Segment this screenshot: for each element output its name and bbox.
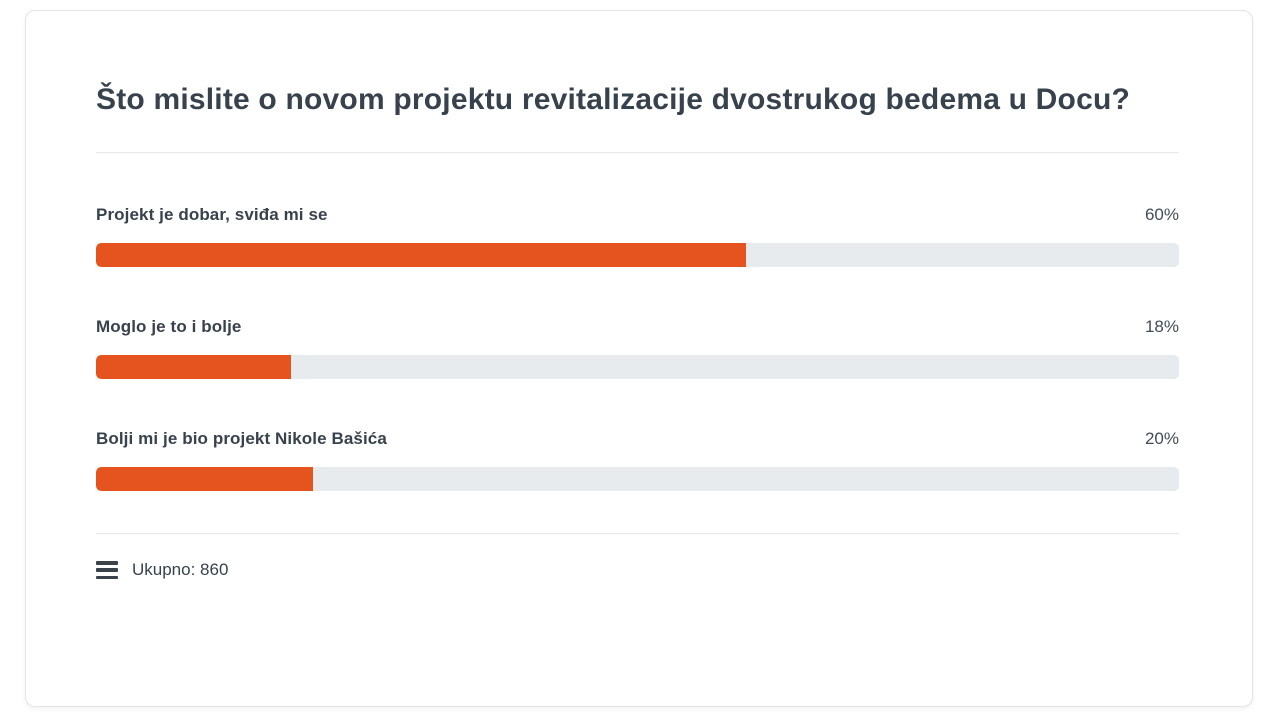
option-percent: 60% [1144, 205, 1179, 224]
option-head: Bolji mi je bio projekt Nikole Bašića 20… [96, 427, 1179, 451]
option-label: Moglo je to i bolje [96, 317, 242, 336]
option-bar-track [96, 355, 1179, 379]
poll-option-row: Moglo je to i bolje 18% [96, 315, 1179, 379]
poll-footer: Ukupno: 860 [96, 560, 1179, 580]
divider-bottom [96, 533, 1179, 534]
list-icon [96, 561, 118, 579]
option-bar-track [96, 243, 1179, 267]
option-bar-fill [96, 467, 313, 491]
poll-option-row: Bolji mi je bio projekt Nikole Bašića 20… [96, 427, 1179, 491]
total-votes-label: Ukupno: 860 [132, 560, 229, 579]
option-head: Moglo je to i bolje 18% [96, 315, 1179, 339]
option-label: Projekt je dobar, sviđa mi se [96, 205, 328, 224]
divider-top [96, 152, 1179, 153]
option-percent: 18% [1144, 317, 1179, 336]
poll-card: Što mislite o novom projektu revitalizac… [25, 10, 1253, 707]
option-head: Projekt je dobar, sviđa mi se 60% [96, 203, 1179, 227]
option-bar-track [96, 467, 1179, 491]
poll-option-row: Projekt je dobar, sviđa mi se 60% [96, 203, 1179, 267]
option-label: Bolji mi je bio projekt Nikole Bašića [96, 429, 387, 448]
option-bar-fill [96, 243, 746, 267]
poll-question: Što mislite o novom projektu revitalizac… [96, 83, 1131, 116]
poll-card-content: Što mislite o novom projektu revitalizac… [26, 77, 1252, 580]
option-percent: 20% [1144, 429, 1179, 448]
option-bar-fill [96, 355, 291, 379]
